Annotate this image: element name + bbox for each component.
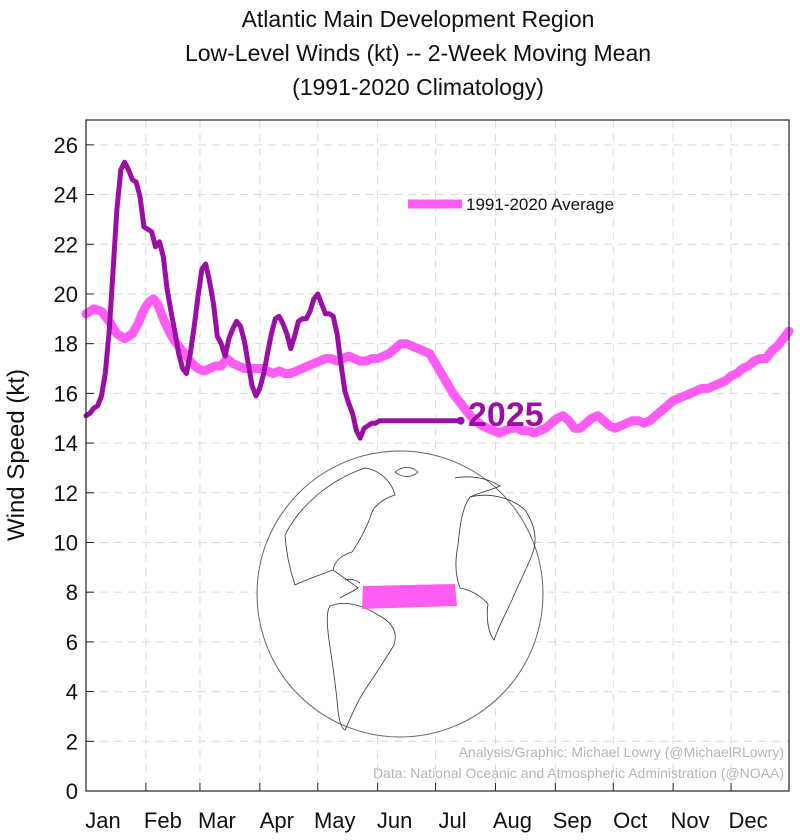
series-line-2025 bbox=[83, 159, 464, 441]
x-tick-label-oct: Oct bbox=[613, 808, 647, 833]
coastlines bbox=[284, 467, 536, 731]
y-tick-label-26: 26 bbox=[54, 133, 78, 158]
x-tick-label-jan: Jan bbox=[85, 808, 120, 833]
x-tick-label-apr: Apr bbox=[260, 808, 294, 833]
mdr-region-highlight bbox=[362, 584, 457, 609]
x-tick-label-mar: Mar bbox=[198, 808, 236, 833]
y-tick-label-18: 18 bbox=[54, 332, 78, 357]
x-tick-label-dec: Dec bbox=[728, 808, 767, 833]
x-tick-label-sep: Sep bbox=[553, 808, 592, 833]
x-tick-label-feb: Feb bbox=[144, 808, 182, 833]
y-tick-label-6: 6 bbox=[66, 630, 78, 655]
x-tick-label-jun: Jun bbox=[377, 808, 412, 833]
y-tick-label-14: 14 bbox=[54, 431, 78, 456]
title-line-3: (1991-2020 Climatology) bbox=[292, 74, 544, 100]
y-tick-label-8: 8 bbox=[66, 580, 78, 605]
inset-globe-map bbox=[256, 450, 544, 738]
title-line-2: Low-Level Winds (kt) -- 2-Week Moving Me… bbox=[185, 40, 651, 66]
chart-title: Atlantic Main Development Region Low-Lev… bbox=[185, 6, 651, 100]
y-tick-label-4: 4 bbox=[66, 680, 78, 705]
central-america bbox=[332, 569, 359, 599]
plot-frame bbox=[85, 119, 790, 792]
credit-analysis: Analysis/Graphic: Michael Lowry (@Michae… bbox=[459, 744, 784, 760]
x-tick-label-jul: Jul bbox=[439, 808, 467, 833]
caribbean bbox=[344, 578, 361, 584]
legend-label: 1991-2020 Average bbox=[466, 195, 614, 214]
africa bbox=[455, 494, 536, 641]
y-tick-label-0: 0 bbox=[66, 779, 78, 804]
title-line-1: Atlantic Main Development Region bbox=[242, 6, 595, 32]
y-tick-label-12: 12 bbox=[54, 481, 78, 506]
north-america bbox=[284, 467, 396, 586]
series-lines bbox=[81, 159, 794, 441]
y-tick-label-10: 10 bbox=[54, 530, 78, 555]
credits: Analysis/Graphic: Michael Lowry (@Michae… bbox=[373, 744, 784, 781]
south-america bbox=[326, 603, 396, 731]
x-tick-label-aug: Aug bbox=[493, 808, 532, 833]
x-tick-label-nov: Nov bbox=[671, 808, 710, 833]
series-endpoint-2025 bbox=[456, 416, 465, 425]
y-tick-label-20: 20 bbox=[54, 282, 78, 307]
y-tick-label-2: 2 bbox=[66, 729, 78, 754]
legend: 1991-2020 Average bbox=[408, 195, 614, 214]
series-line-1991-2020-average bbox=[81, 294, 794, 438]
y-tick-label-16: 16 bbox=[54, 381, 78, 406]
y-axis-title: Wind Speed (kt) bbox=[3, 369, 30, 541]
europe bbox=[454, 476, 501, 498]
credit-data: Data: National Oceanic and Atmospheric A… bbox=[373, 765, 784, 781]
y-tick-label-22: 22 bbox=[54, 232, 78, 257]
x-tick-label-may: May bbox=[314, 808, 356, 833]
greenland bbox=[394, 467, 419, 477]
year-2025-label: 2025 bbox=[468, 396, 544, 434]
y-tick-label-24: 24 bbox=[54, 183, 78, 208]
